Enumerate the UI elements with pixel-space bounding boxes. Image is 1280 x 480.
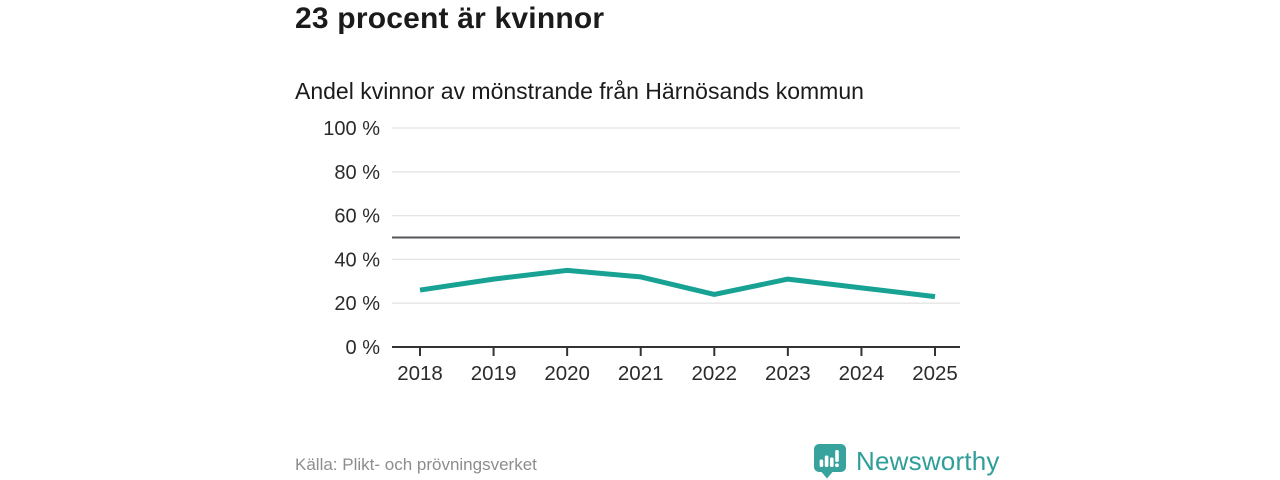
x-axis-label: 2022 <box>691 362 737 385</box>
x-axis-label: 2019 <box>471 362 517 385</box>
y-axis-label: 100 % <box>323 118 380 140</box>
line-chart: 0 % 20 % 40 % 60 % 80 % 100 % 2018 2019 2020 2021… <box>323 118 960 385</box>
x-axis-label: 2020 <box>544 362 590 385</box>
y-axis-label: 0 % <box>346 337 381 359</box>
y-axis-label: 40 % <box>334 249 380 271</box>
newsworthy-logo-text: Newsworthy <box>856 445 1000 476</box>
x-axis-label: 2021 <box>618 362 664 385</box>
chart-title: Andel kvinnor av mönstrande från Härnösa… <box>295 78 864 104</box>
y-axis-label: 20 % <box>334 293 380 315</box>
x-axis-label: 2025 <box>912 362 958 385</box>
data-line <box>419 267 936 300</box>
y-axis-label: 60 % <box>334 206 380 228</box>
y-axis-label: 80 % <box>334 162 380 184</box>
x-axis-label: 2023 <box>765 362 811 385</box>
newsworthy-logo: Newsworthy <box>813 443 1000 479</box>
headline: 23 procent är kvinnor <box>295 2 605 35</box>
x-axis-label: 2024 <box>839 362 885 385</box>
source-note: Källa: Plikt- och prövningsverket <box>295 455 537 474</box>
x-axis-label: 2018 <box>397 362 443 385</box>
newsworthy-logo-icon <box>814 444 846 479</box>
